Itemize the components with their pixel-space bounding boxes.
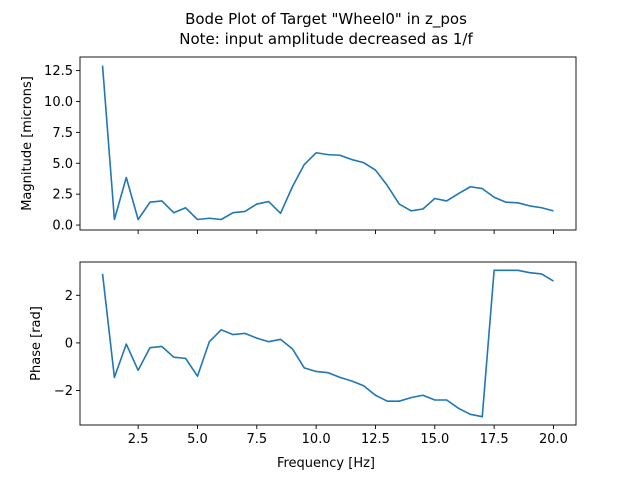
magnitude-panel: 0.0 2.5 5.0 7.5 10.0 12.5 Magnitude [microns] (20, 56, 577, 234)
magnitude-ytick-label: 5.0 (52, 157, 73, 172)
phase-panel: 2.5 5.0 7.5 10.0 12.5 15.0 17.5 20.0 −2 0 2 Phase [… (29, 261, 577, 447)
phase-xtick-label: 7.5 (246, 432, 267, 447)
phase-xtick-label: 2.5 (128, 432, 149, 447)
magnitude-series-line (101, 65, 554, 221)
phase-xtick-label: 17.5 (480, 432, 509, 447)
phase-xtick-label: 10.0 (302, 432, 331, 447)
magnitude-ytick-label: 10.0 (44, 95, 73, 110)
magnitude-axes-frame (79, 56, 577, 231)
x-axis-label: Frequency [Hz] (277, 456, 375, 471)
phase-xtick-label: 5.0 (187, 432, 208, 447)
figure-title-line1: Bode Plot of Target "Wheel0" in z_pos (185, 10, 467, 29)
magnitude-ytick-label: 12.5 (44, 64, 73, 79)
figure-title-line2: Note: input amplitude decreased as 1/f (179, 30, 473, 48)
magnitude-y-axis-label: Magnitude [microns] (20, 76, 35, 211)
phase-axes-frame (79, 261, 577, 426)
phase-ytick-label: 0 (65, 336, 73, 351)
phase-series-line (101, 269, 554, 418)
magnitude-ytick-label: 2.5 (52, 188, 73, 203)
phase-ytick-label: 2 (65, 289, 73, 304)
magnitude-ytick-label: 0.0 (52, 219, 73, 234)
phase-ytick-label: −2 (54, 384, 73, 399)
magnitude-ytick-label: 7.5 (52, 126, 73, 141)
phase-xtick-label: 12.5 (361, 432, 390, 447)
phase-y-axis-label: Phase [rad] (29, 306, 44, 381)
phase-xtick-label: 20.0 (539, 432, 568, 447)
phase-xtick-label: 15.0 (420, 432, 449, 447)
